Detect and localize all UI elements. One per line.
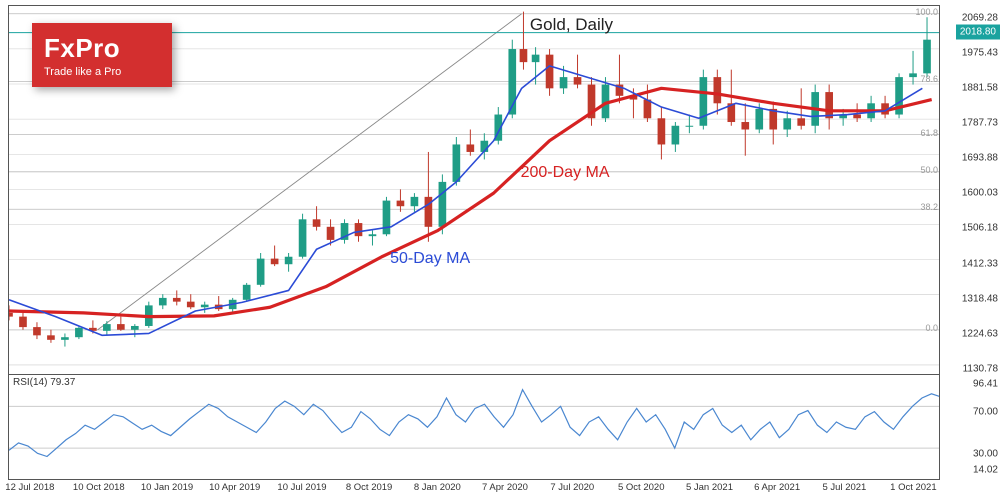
x-tick-label: 5 Oct 2020 bbox=[618, 482, 664, 493]
y-tick-label: 1975.43 bbox=[962, 47, 998, 58]
logo-brand: FxPro bbox=[44, 33, 172, 64]
rsi-panel[interactable]: RSI(14) 79.37 bbox=[9, 375, 939, 479]
y-tick-label: 1130.78 bbox=[963, 363, 998, 374]
x-tick-label: 10 Jan 2019 bbox=[141, 482, 193, 493]
fib-level-label: 100.0 bbox=[915, 7, 938, 17]
fib-level-label: 38.2 bbox=[920, 202, 938, 212]
x-tick-label: 7 Apr 2020 bbox=[482, 482, 528, 493]
current-price-tag: 2018.80 bbox=[956, 24, 1000, 39]
ma50-label: 50-Day MA bbox=[390, 250, 470, 268]
fib-level-label: 0.0 bbox=[925, 323, 938, 333]
rsi-y-label: 14.02 bbox=[973, 465, 998, 476]
y-tick-label: 1318.48 bbox=[962, 293, 998, 304]
x-tick-label: 8 Oct 2019 bbox=[346, 482, 392, 493]
x-tick-label: 10 Jul 2019 bbox=[277, 482, 326, 493]
y-tick-label: 1506.18 bbox=[962, 223, 998, 234]
x-tick-label: 7 Jul 2020 bbox=[550, 482, 594, 493]
x-tick-label: 10 Apr 2019 bbox=[209, 482, 260, 493]
logo-tagline: Trade like a Pro bbox=[44, 66, 172, 78]
y-tick-label: 1693.88 bbox=[962, 153, 998, 164]
x-tick-label: 8 Jan 2020 bbox=[414, 482, 461, 493]
y-tick-label: 1881.58 bbox=[962, 82, 998, 93]
x-tick-label: 1 Oct 2021 bbox=[890, 482, 936, 493]
x-tick-label: 5 Jul 2021 bbox=[823, 482, 867, 493]
fib-level-label: 78.6 bbox=[920, 74, 938, 84]
x-tick-label: 5 Jan 2021 bbox=[686, 482, 733, 493]
x-tick-label: 6 Apr 2021 bbox=[754, 482, 800, 493]
x-axis: 12 Jul 2018 10 Oct 2018 10 Jan 2019 10 Apr … bbox=[8, 482, 940, 498]
rsi-y-label: 70.00 bbox=[973, 406, 998, 417]
chart-title: Gold, Daily bbox=[530, 15, 613, 35]
ma200-label: 200-Day MA bbox=[521, 164, 610, 182]
x-tick-label: 12 Jul 2018 bbox=[5, 482, 54, 493]
rsi-y-label: 30.00 bbox=[973, 448, 998, 459]
fib-level-label: 50.0 bbox=[920, 165, 938, 175]
y-tick-label: 2069.28 bbox=[962, 12, 998, 23]
y-tick-label: 1224.63 bbox=[962, 328, 998, 339]
broker-logo: FxPro Trade like a Pro bbox=[32, 23, 172, 87]
y-tick-label: 1600.03 bbox=[962, 188, 998, 199]
y-tick-label: 1787.73 bbox=[962, 118, 998, 129]
y-tick-label: 1412.33 bbox=[962, 258, 998, 269]
fib-level-label: 61.8 bbox=[920, 128, 938, 138]
y-axis: 2069.28 1975.43 1881.58 1787.73 1693.88 1600.… bbox=[942, 5, 1000, 480]
rsi-y-label: 96.41 bbox=[973, 379, 998, 390]
x-tick-label: 10 Oct 2018 bbox=[73, 482, 125, 493]
